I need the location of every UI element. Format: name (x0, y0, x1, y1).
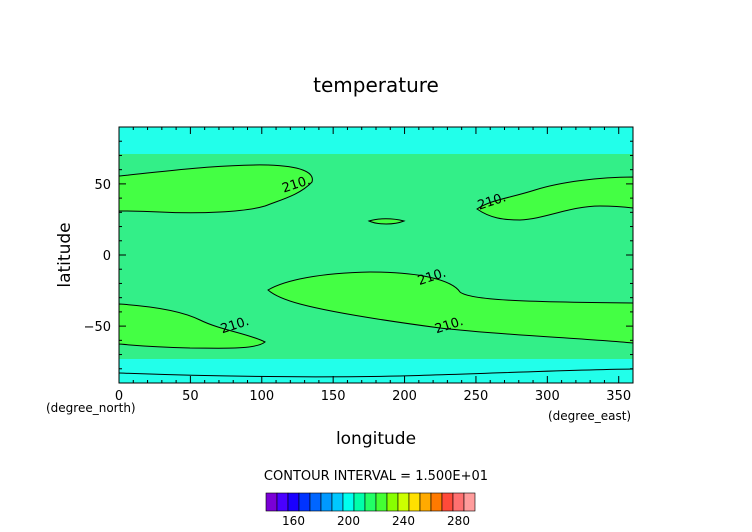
colorbar-swatch (287, 492, 300, 512)
x-tick-label: 50 (182, 389, 199, 404)
colorbar-swatch (276, 492, 289, 512)
core-se (267, 271, 633, 344)
x-tick-label: 200 (392, 389, 417, 404)
colorbar-labels: 160 200 240 280 (282, 514, 470, 528)
y-unit-label: (degree_north) (46, 401, 136, 415)
contour-south-1 (119, 368, 633, 378)
colorbar-tick-label: 280 (447, 514, 470, 528)
core-center (367, 218, 406, 225)
colorbar-swatch (386, 492, 399, 512)
core-sw (119, 303, 266, 349)
colorbar-swatch (441, 492, 454, 512)
plot-area (119, 127, 633, 383)
y-axis-label: latitude (55, 222, 75, 287)
chart-title: temperature (313, 73, 439, 97)
y-axis: −50 0 50 (84, 140, 633, 370)
x-axis: 0 50 100 150 200 250 300 350 (115, 127, 631, 404)
colorbar-swatch (353, 492, 366, 512)
x-tick-label: 300 (535, 389, 560, 404)
core-ne (476, 176, 633, 221)
colorbar-swatch (309, 492, 322, 512)
y-tick-label: 50 (94, 178, 111, 193)
y-tick-label: −50 (84, 320, 111, 335)
y-tick-label: 0 (103, 249, 111, 264)
colorbar-swatch (298, 492, 311, 512)
colorbar-swatch (364, 492, 377, 512)
colorbar-tick-label: 240 (392, 514, 415, 528)
x-unit-label: (degree_east) (548, 409, 631, 423)
colorbar-swatch (452, 492, 465, 512)
colorbar-swatch (342, 492, 355, 512)
colorbar-swatch (419, 492, 432, 512)
colorbar-swatch (331, 492, 344, 512)
colorbar-tick-label: 200 (337, 514, 360, 528)
x-tick-label: 350 (606, 389, 631, 404)
colorbar-swatch (408, 492, 421, 512)
x-tick-label: 100 (249, 389, 274, 404)
colorbar-swatch (265, 492, 278, 512)
colorbar (265, 492, 476, 512)
x-tick-label: 250 (464, 389, 489, 404)
colorbar-tick-label: 160 (282, 514, 305, 528)
contour-interval-text: CONTOUR INTERVAL = 1.500E+01 (264, 469, 488, 484)
colorbar-swatch (320, 492, 333, 512)
x-tick-label: 150 (321, 389, 346, 404)
x-axis-label: longitude (336, 429, 416, 449)
core-nw (119, 164, 313, 214)
colorbar-swatch (397, 492, 410, 512)
colorbar-swatch (463, 492, 476, 512)
colorbar-swatch (375, 492, 388, 512)
x-tick-label: 0 (115, 389, 123, 404)
colorbar-swatch (430, 492, 443, 512)
